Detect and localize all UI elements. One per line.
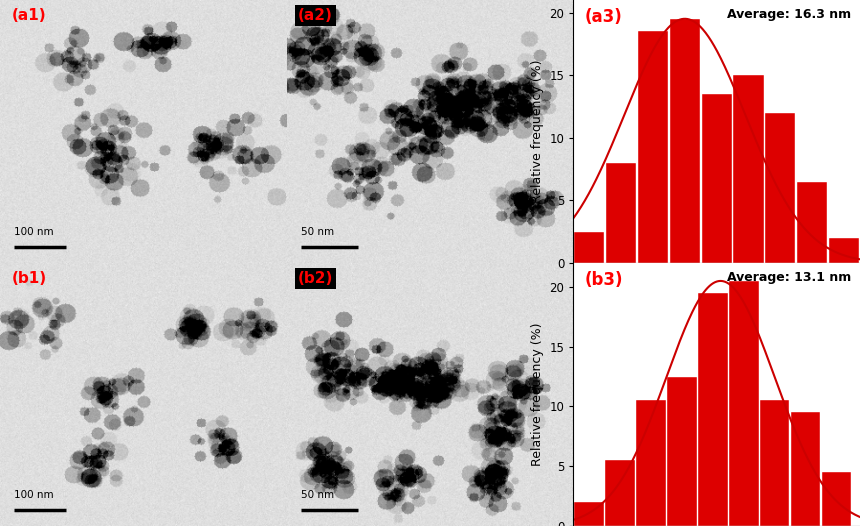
Bar [702, 94, 732, 263]
Bar [670, 19, 700, 263]
Bar [605, 460, 635, 526]
Text: (a2): (a2) [298, 8, 333, 23]
Bar [760, 400, 789, 526]
Bar [667, 377, 697, 526]
Bar [698, 293, 728, 526]
Bar [822, 472, 851, 526]
Bar [574, 502, 604, 526]
Bar [606, 163, 636, 263]
Bar [636, 400, 666, 526]
Text: 100 nm: 100 nm [15, 227, 54, 237]
Bar [797, 181, 827, 263]
Bar [829, 238, 859, 263]
Text: (a1): (a1) [11, 8, 46, 23]
Bar [638, 32, 668, 263]
Bar [729, 281, 759, 526]
Bar [734, 75, 764, 263]
Bar [791, 412, 820, 526]
Text: 50 nm: 50 nm [301, 227, 335, 237]
Text: (b1): (b1) [11, 271, 46, 286]
X-axis label: Particle size (nm): Particle size (nm) [662, 290, 771, 304]
Text: Average: 13.1 nm: Average: 13.1 nm [728, 271, 851, 284]
Bar [574, 231, 605, 263]
Text: (b3): (b3) [585, 271, 624, 289]
Text: (b2): (b2) [298, 271, 334, 286]
Text: 50 nm: 50 nm [301, 490, 335, 500]
Text: 100 nm: 100 nm [15, 490, 54, 500]
Text: (a3): (a3) [585, 8, 623, 26]
Text: Average: 16.3 nm: Average: 16.3 nm [728, 8, 851, 21]
Y-axis label: Relative frequency (%): Relative frequency (%) [531, 60, 544, 203]
Bar [765, 113, 796, 263]
Y-axis label: Relative frequency (%): Relative frequency (%) [531, 323, 544, 466]
